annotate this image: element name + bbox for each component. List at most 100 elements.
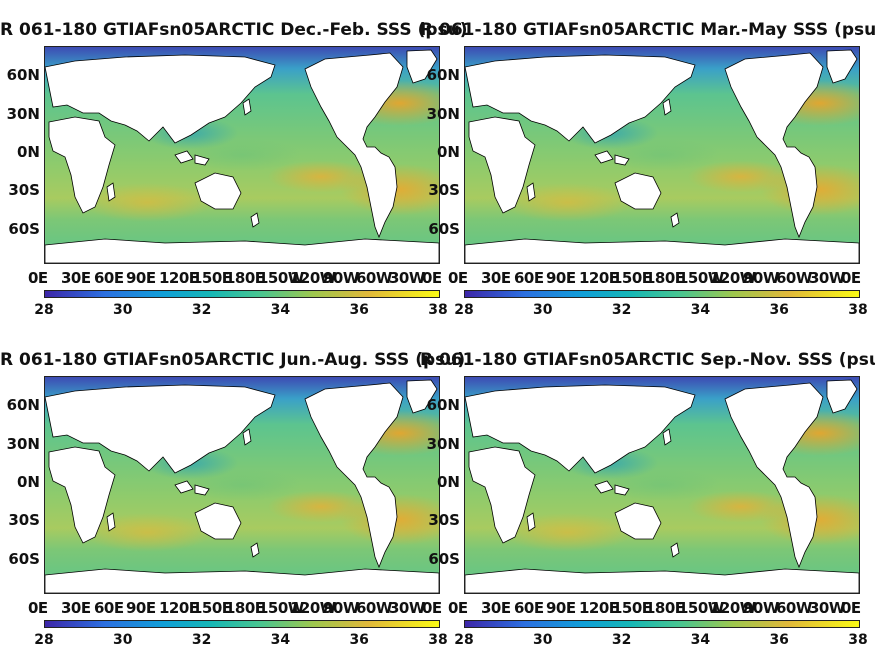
lat-tick-label: 30S — [8, 511, 40, 529]
continent-shape — [826, 49, 858, 84]
continent-shape — [45, 54, 276, 144]
lon-tick-label: 0E — [841, 269, 861, 287]
continent-shape — [194, 484, 210, 496]
colorbar — [44, 620, 440, 628]
lon-tick-label: 120E — [159, 269, 199, 287]
continent-shape — [614, 484, 630, 496]
lat-tick-label: 60S — [428, 550, 460, 568]
colorbar-tick-label: 36 — [349, 632, 369, 648]
colorbar-tick-label: 28 — [454, 302, 474, 318]
lon-tick-label: 0E — [448, 599, 468, 617]
continent-shape — [465, 54, 696, 144]
lat-tick-label: 60N — [426, 66, 460, 84]
lon-tick-label: 150E — [612, 599, 652, 617]
lon-tick-label: 60W — [356, 269, 392, 287]
lon-tick-label: 120E — [159, 599, 199, 617]
continent-shape — [614, 154, 630, 166]
continent-shape — [250, 542, 260, 558]
colorbar-tick-label: 28 — [34, 302, 54, 318]
lat-tick-label: 60N — [426, 396, 460, 414]
lon-tick-label: 30W — [809, 599, 845, 617]
lon-tick-label: 30W — [389, 269, 425, 287]
lon-tick-label: 30W — [809, 269, 845, 287]
land-mask — [45, 49, 439, 263]
continent-shape — [106, 182, 116, 202]
continent-shape — [194, 502, 242, 540]
lon-tick-label: 120E — [579, 269, 619, 287]
continent-shape — [594, 150, 614, 164]
continent-shape — [48, 446, 116, 544]
colorbar-tick-label: 28 — [34, 632, 54, 648]
lon-tick-label: 150W — [258, 599, 304, 617]
lon-tick-label: 120W — [710, 269, 756, 287]
lon-tick-label: 0E — [28, 599, 48, 617]
continent-shape — [468, 446, 536, 544]
continent-shape — [468, 116, 536, 214]
lon-tick-label: 30W — [389, 599, 425, 617]
lon-tick-label: 60E — [514, 599, 544, 617]
continent-shape — [106, 512, 116, 532]
colorbar — [464, 620, 860, 628]
panel-title: R 061-180 GTIAFsn05ARCTIC Mar.-May SSS (… — [420, 20, 875, 40]
lon-tick-label: 120W — [290, 269, 336, 287]
lon-tick-label: 60E — [94, 599, 124, 617]
colorbar-tick-label: 32 — [611, 302, 632, 318]
lon-tick-label: 150E — [192, 599, 232, 617]
colorbar-tick-label: 38 — [848, 632, 868, 648]
continent-shape — [406, 379, 438, 414]
continent-shape — [174, 150, 194, 164]
continent-shape — [670, 212, 680, 228]
lon-tick-label: 60E — [514, 269, 544, 287]
lon-tick-label: 0E — [841, 599, 861, 617]
lon-tick-label: 30E — [61, 269, 91, 287]
lon-tick-label: 180E — [645, 599, 685, 617]
land-mask — [465, 49, 859, 263]
continent-shape — [465, 238, 859, 263]
continent-shape — [526, 182, 536, 202]
continent-shape — [465, 568, 859, 593]
colorbar-tick-label: 34 — [690, 302, 711, 318]
lon-tick-label: 150E — [192, 269, 232, 287]
colorbar-tick-label: 30 — [533, 302, 553, 318]
lon-tick-label: 90E — [126, 269, 156, 287]
lat-tick-label: 0N — [17, 473, 40, 491]
continent-shape — [48, 116, 116, 214]
lat-tick-label: 30N — [426, 435, 460, 453]
lat-tick-label: 30S — [8, 181, 40, 199]
lat-tick-label: 0N — [437, 143, 460, 161]
colorbar-tick-label: 32 — [611, 632, 632, 648]
lon-tick-label: 60W — [776, 599, 812, 617]
lon-tick-label: 150E — [612, 269, 652, 287]
continent-shape — [594, 480, 614, 494]
panel-title: R 061-180 GTIAFsn05ARCTIC Dec.-Feb. SSS … — [0, 20, 468, 40]
colorbar-tick-label: 30 — [533, 632, 553, 648]
lon-tick-label: 60W — [356, 599, 392, 617]
continent-shape — [194, 172, 242, 210]
lon-tick-label: 90W — [323, 269, 359, 287]
colorbar-tick-label: 38 — [428, 302, 448, 318]
continent-shape — [194, 154, 210, 166]
lon-tick-label: 120W — [290, 599, 336, 617]
lat-tick-label: 30N — [426, 105, 460, 123]
lat-tick-label: 30N — [6, 105, 40, 123]
lon-tick-label: 90W — [743, 269, 779, 287]
lon-tick-label: 30E — [481, 599, 511, 617]
land-mask — [45, 379, 439, 593]
continent-shape — [406, 49, 438, 84]
continent-shape — [670, 542, 680, 558]
continent-shape — [45, 238, 439, 263]
lon-tick-label: 0E — [422, 599, 442, 617]
sss-heatmap — [44, 46, 440, 264]
lon-tick-label: 150W — [678, 269, 724, 287]
continent-shape — [242, 428, 252, 446]
colorbar — [44, 290, 440, 298]
lon-tick-label: 90E — [126, 599, 156, 617]
colorbar-tick-label: 28 — [454, 632, 474, 648]
continent-shape — [662, 98, 672, 116]
continent-shape — [614, 502, 662, 540]
continent-shape — [304, 382, 404, 569]
colorbar-tick-label: 36 — [769, 302, 789, 318]
lat-tick-label: 30N — [6, 435, 40, 453]
continent-shape — [724, 52, 824, 239]
continent-shape — [242, 98, 252, 116]
